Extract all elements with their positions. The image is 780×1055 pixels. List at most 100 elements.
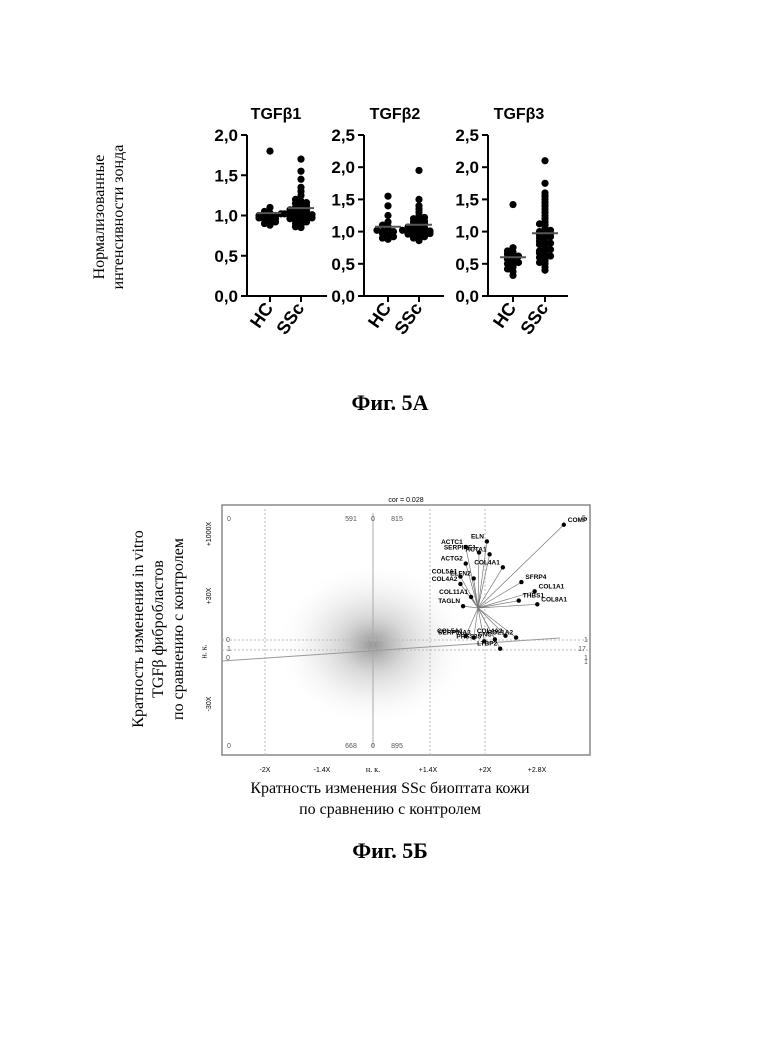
gene-point <box>514 635 518 639</box>
plot-title: cor = 0.028 <box>388 497 423 504</box>
y-tick-label: 1,0 <box>214 207 238 226</box>
data-point <box>541 189 548 196</box>
data-point <box>384 202 391 209</box>
data-point <box>266 148 273 155</box>
y-tick-label: 1,5 <box>214 166 238 185</box>
quadrant-count: 0 <box>371 743 375 750</box>
y-tick-label: 1,5 <box>331 190 355 209</box>
y-tick-label: 0,5 <box>455 255 479 274</box>
fig5b-caption: Фиг. 5Б <box>290 838 490 864</box>
y-tick-label: 1,0 <box>331 223 355 242</box>
y-tick-label: 2,0 <box>214 126 238 145</box>
gene-label: TAGLN <box>438 598 460 605</box>
gene-point <box>487 552 491 556</box>
y-tick-label: 1,0 <box>455 223 479 242</box>
data-point <box>384 193 391 200</box>
panel-title: TGFβ2 <box>370 106 421 123</box>
y-tick-label: 0,5 <box>331 255 355 274</box>
x-tick-label: SSc <box>516 299 552 338</box>
gene-point <box>469 595 473 599</box>
gene-point <box>519 580 523 584</box>
y-tick-label: 2,5 <box>331 126 355 145</box>
gene-point <box>562 523 566 527</box>
panel-title: TGFβ1 <box>251 106 302 123</box>
y-tick-label: 0,0 <box>331 287 355 306</box>
y-tick-label: 2,0 <box>331 158 355 177</box>
gene-label: ACTA1 <box>465 546 487 553</box>
x-tick-label: +2.8X <box>528 767 547 774</box>
quadrant-count: 1 <box>584 637 588 644</box>
gene-point <box>498 647 502 651</box>
quadrant-count: 0 <box>227 516 231 523</box>
fig5b-chart: cor = 0.028 -2X -1.4X н. к. +1.4X +2X +2.8X +10… <box>0 490 780 780</box>
data-point <box>384 212 391 219</box>
x-tick-label: SSc <box>390 299 426 338</box>
gene-label: COL1A1 <box>539 583 565 590</box>
quadrant-count: 1 <box>584 659 588 666</box>
data-point <box>297 156 304 163</box>
gene-point <box>517 598 521 602</box>
gene-label: COL11A1 <box>439 589 468 596</box>
gene-point <box>485 539 489 543</box>
data-point <box>415 202 422 209</box>
y-tick-label: +1000X <box>206 522 213 547</box>
gene-label: COL4A2 <box>432 576 458 583</box>
x-tick-label: +1.4X <box>419 767 438 774</box>
gene-label: COMP <box>568 517 588 524</box>
data-point <box>384 218 391 225</box>
quadrant-count: 1 <box>227 646 231 653</box>
data-point <box>541 157 548 164</box>
gene-label: COL8A1 <box>541 596 567 603</box>
panel-title: TGFβ3 <box>494 106 545 123</box>
gene-point <box>461 604 465 608</box>
x-tick-label: +2X <box>479 767 492 774</box>
gene-label: SFRP4 <box>525 574 546 581</box>
quadrant-count: 668 <box>345 743 357 750</box>
x-tick-label: -1.4X <box>314 767 331 774</box>
y-tick-label: 0,5 <box>214 247 238 266</box>
fig5b-x-axis-label: Кратность изменения SSc биоптата кожи по… <box>190 778 590 820</box>
gene-label: LTBP2 <box>477 641 497 648</box>
y-tick-label: 2,5 <box>455 126 479 145</box>
data-point <box>415 167 422 174</box>
data-point <box>266 204 273 211</box>
fig5b-x-label-line-2: по сравнению с контролем <box>190 799 590 820</box>
gene-point <box>535 602 539 606</box>
data-point <box>509 201 516 208</box>
gene-point <box>472 576 476 580</box>
quadrant-count: 815 <box>391 516 403 523</box>
fig5a-chart: TGFβ10,00,51,01,52,0HCSScTGFβ20,00,51,01… <box>0 0 780 370</box>
data-point <box>509 244 516 251</box>
x-tick-label: -2X <box>260 767 271 774</box>
quadrant-count: 0 <box>227 743 231 750</box>
data-point <box>415 196 422 203</box>
gene-label: COL4A1 <box>474 559 500 566</box>
fig5a-caption: Фиг. 5А <box>290 390 490 416</box>
gene-point <box>458 582 462 586</box>
data-point <box>297 184 304 191</box>
y-tick-label: 0,0 <box>214 287 238 306</box>
quadrant-count: 591 <box>345 516 357 523</box>
y-tick-label: -30X <box>206 696 213 711</box>
data-point <box>541 180 548 187</box>
gene-label: ELN <box>471 533 484 540</box>
gene-label: ACTG2 <box>441 556 463 563</box>
gene-point <box>464 561 468 565</box>
y-tick-label: 1,5 <box>455 190 479 209</box>
data-point <box>373 227 380 234</box>
quadrant-count: 895 <box>391 743 403 750</box>
gene-point <box>501 565 505 569</box>
quadrant-count: 17 <box>578 646 586 653</box>
gene-label: COL1A2 <box>487 630 513 637</box>
y-tick-label: 0,0 <box>455 287 479 306</box>
data-point <box>297 168 304 175</box>
x-tick-label: н. к. <box>366 765 380 774</box>
quadrant-count: 0 <box>226 655 230 662</box>
quadrant-count: 0 <box>226 637 230 644</box>
y-tick-label: 2,0 <box>455 158 479 177</box>
quadrant-count: 0 <box>371 516 375 523</box>
y-tick-label: +30X <box>206 587 213 604</box>
data-point <box>297 176 304 183</box>
fig5b-x-label-line-1: Кратность изменения SSc биоптата кожи <box>190 778 590 799</box>
